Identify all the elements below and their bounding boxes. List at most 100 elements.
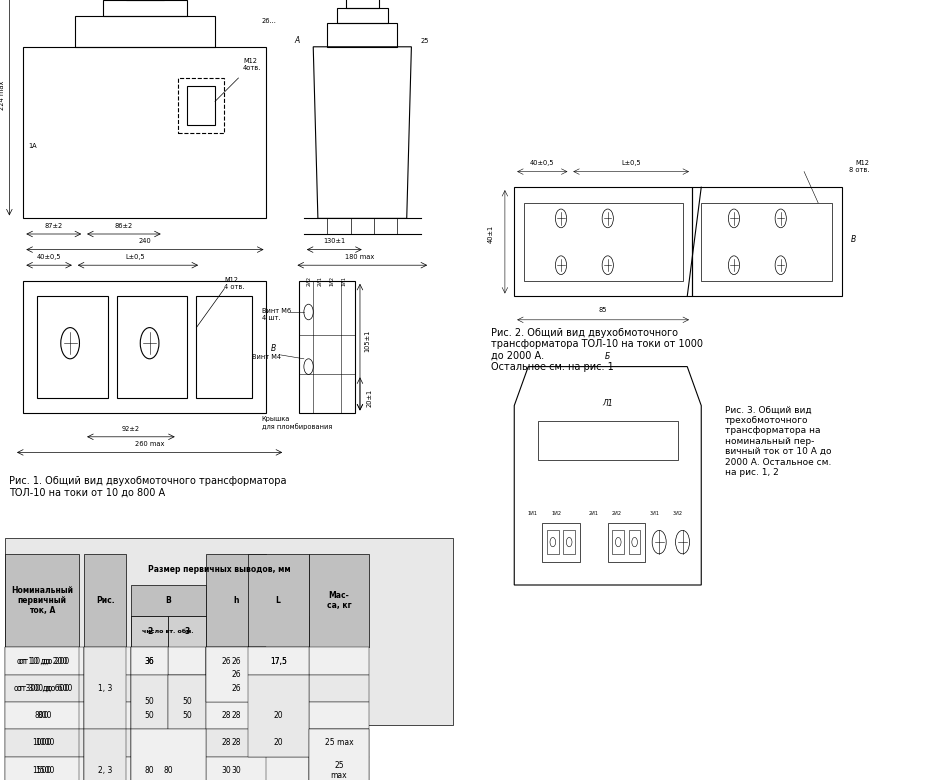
Bar (5, 729, 79, 757)
Text: 180 max: 180 max (345, 254, 375, 260)
Text: 800: 800 (37, 711, 51, 720)
Bar (23, 47, 266, 218)
Text: 50: 50 (145, 711, 154, 720)
Bar (5, 647, 79, 675)
Text: 260 max: 260 max (135, 441, 165, 447)
Text: Мас-
са, кг: Мас- са, кг (326, 591, 352, 610)
Text: 1, 3: 1, 3 (98, 684, 112, 693)
Text: Рис. 3. Общий вид
трехобмоточного
трансформатора на
номинальный пер-
вичный ток : Рис. 3. Общий вид трехобмоточного трансф… (725, 406, 831, 477)
Bar (168, 675, 206, 729)
Text: Крышка
для пломбирования: Крышка для пломбирования (262, 416, 332, 430)
Bar (538, 421, 678, 460)
Text: 50: 50 (182, 711, 192, 720)
Bar (248, 554, 309, 647)
Text: 20±1: 20±1 (367, 388, 373, 406)
Text: L±0,5: L±0,5 (126, 254, 145, 260)
Bar (248, 647, 309, 675)
Text: 20: 20 (273, 739, 283, 747)
Bar (206, 729, 266, 757)
Text: 2И1: 2И1 (589, 511, 598, 516)
Bar (5, 702, 79, 729)
Bar (542, 523, 580, 562)
Bar (131, 616, 206, 647)
Bar (206, 702, 266, 729)
Text: 105±1: 105±1 (365, 330, 370, 352)
Bar (5, 757, 79, 780)
Text: число вт. обм.: число вт. обм. (142, 629, 194, 634)
Bar (131, 616, 168, 647)
Bar (168, 729, 206, 757)
Bar (701, 203, 832, 281)
Text: L: L (276, 596, 280, 605)
Bar (131, 702, 168, 729)
Bar (84, 675, 131, 702)
Bar (84, 729, 126, 780)
Text: 2И1: 2И1 (318, 275, 323, 285)
Text: 1000: 1000 (33, 739, 51, 747)
Text: 28: 28 (222, 739, 232, 747)
Bar (168, 647, 206, 675)
Bar (84, 554, 126, 647)
Bar (131, 585, 206, 616)
Bar (299, 281, 355, 413)
Bar (309, 729, 369, 757)
Bar (131, 616, 309, 647)
Bar (84, 729, 131, 757)
Bar (309, 702, 369, 729)
Bar (309, 675, 369, 702)
Text: 2И2: 2И2 (612, 511, 622, 516)
Bar (84, 702, 131, 729)
Bar (131, 675, 168, 729)
Bar (5, 554, 79, 647)
Bar (37, 296, 108, 398)
Bar (337, 8, 388, 23)
Text: 2: 2 (147, 627, 152, 636)
Bar (248, 757, 309, 780)
Text: 3И2: 3И2 (673, 511, 683, 516)
Text: M12
4отв.: M12 4отв. (243, 58, 262, 71)
Bar (309, 647, 369, 675)
Text: 36: 36 (145, 657, 154, 665)
Text: 26...: 26... (262, 19, 277, 24)
Bar (309, 554, 369, 647)
Text: 26: 26 (231, 670, 241, 679)
Text: Винт М4: Винт М4 (252, 354, 281, 360)
Text: 28: 28 (231, 739, 241, 747)
Text: Рис.: Рис. (96, 596, 114, 605)
Bar (23, 281, 266, 413)
Bar (168, 675, 206, 702)
Bar (84, 647, 126, 729)
Bar (206, 757, 266, 780)
Bar (248, 675, 309, 757)
Text: от 300 до 600: от 300 до 600 (17, 684, 72, 693)
Bar (5, 675, 84, 702)
Text: от 10 до 200: от 10 до 200 (17, 657, 67, 665)
Text: 1И2: 1И2 (329, 275, 335, 285)
Text: 224 max: 224 max (0, 81, 6, 110)
Bar (327, 23, 397, 47)
Text: h: h (234, 596, 238, 605)
Text: Рис. 1. Общий вид двухобмоточного трансформатора
ТОЛ-10 на токи от 10 до 800 А: Рис. 1. Общий вид двухобмоточного трансф… (9, 476, 287, 498)
Bar (168, 702, 206, 729)
Text: 26: 26 (231, 684, 241, 693)
Text: В: В (271, 344, 277, 353)
Text: 3И1: 3И1 (650, 511, 659, 516)
Text: 26: 26 (231, 657, 241, 665)
Bar (309, 757, 369, 780)
Text: 50: 50 (182, 697, 192, 707)
Text: 36: 36 (145, 657, 154, 665)
Bar (5, 538, 453, 725)
Text: 87±2: 87±2 (45, 223, 63, 229)
Text: Номинальный
первичный
ток, А: Номинальный первичный ток, А (11, 586, 73, 615)
Bar (248, 729, 309, 757)
Bar (628, 530, 640, 554)
Text: 30: 30 (231, 766, 241, 775)
Text: 28: 28 (231, 711, 241, 720)
Text: Л1: Л1 (602, 399, 613, 408)
Text: В: В (851, 235, 856, 244)
Bar (206, 675, 266, 702)
Bar (131, 729, 168, 757)
Bar (206, 554, 266, 647)
Text: 1А: 1А (28, 144, 36, 149)
Bar (248, 702, 309, 729)
